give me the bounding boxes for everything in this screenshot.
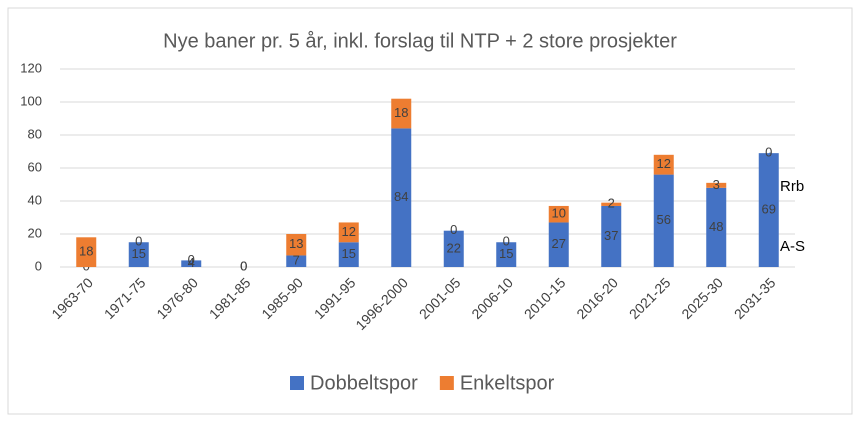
y-tick-label: 120 — [20, 60, 42, 75]
data-label: 69 — [762, 202, 776, 217]
legend-swatch — [290, 376, 304, 390]
data-label: 0 — [240, 258, 247, 273]
data-label: 15 — [342, 246, 356, 261]
y-tick-label: 80 — [28, 126, 42, 141]
bar — [391, 128, 412, 267]
bar — [496, 242, 517, 267]
data-label: 48 — [709, 219, 723, 234]
data-label: 15 — [499, 246, 513, 261]
bar — [548, 205, 569, 223]
y-tick-label: 0 — [35, 258, 42, 273]
data-label: 18 — [394, 105, 408, 120]
bar — [653, 174, 674, 267]
data-label: 7 — [293, 253, 300, 268]
bar — [181, 260, 202, 267]
legend-label: Dobbeltspor — [310, 372, 418, 394]
annotation: A-S — [780, 238, 805, 255]
data-label: 0 — [135, 234, 142, 249]
data-label: 0 — [503, 234, 510, 249]
y-tick-label: 20 — [28, 225, 42, 240]
data-label: 27 — [552, 236, 566, 251]
data-label: 0 — [765, 145, 772, 160]
bar — [706, 187, 727, 267]
data-label: 12 — [342, 224, 356, 239]
legend-swatch — [439, 376, 454, 390]
bar — [758, 153, 779, 267]
data-label: 0 — [450, 222, 457, 237]
data-label: 37 — [604, 228, 618, 243]
bar — [601, 205, 622, 267]
bar — [286, 255, 307, 267]
data-label: 4 — [188, 255, 195, 270]
bar — [338, 242, 359, 267]
data-label: 18 — [79, 244, 93, 259]
data-label: 0 — [188, 252, 195, 267]
bar — [706, 182, 727, 188]
y-tick-label: 60 — [28, 159, 42, 174]
data-label: 15 — [132, 246, 146, 261]
legend-label: Enkeltspor — [460, 372, 555, 394]
bar — [391, 98, 412, 129]
data-label: 2 — [608, 196, 615, 211]
data-label: 3 — [713, 177, 720, 192]
bar — [128, 242, 149, 267]
data-label: 0 — [240, 258, 247, 273]
bar — [548, 222, 569, 267]
y-tick-label: 40 — [28, 192, 42, 207]
data-label: 10 — [552, 206, 566, 221]
data-label: 13 — [289, 236, 303, 251]
y-tick-label: 100 — [20, 93, 42, 108]
bar — [286, 234, 307, 256]
bar — [76, 237, 97, 267]
bar — [653, 154, 674, 175]
bar — [601, 202, 622, 206]
annotation: Rrb — [780, 178, 804, 195]
data-label: 22 — [447, 240, 461, 255]
data-label: 84 — [394, 189, 408, 204]
data-label: 56 — [657, 212, 671, 227]
bar — [338, 222, 359, 243]
chart-title: Nye baner pr. 5 år, inkl. forslag til NT… — [163, 30, 677, 52]
data-label: 12 — [657, 156, 671, 171]
bar — [443, 230, 464, 267]
